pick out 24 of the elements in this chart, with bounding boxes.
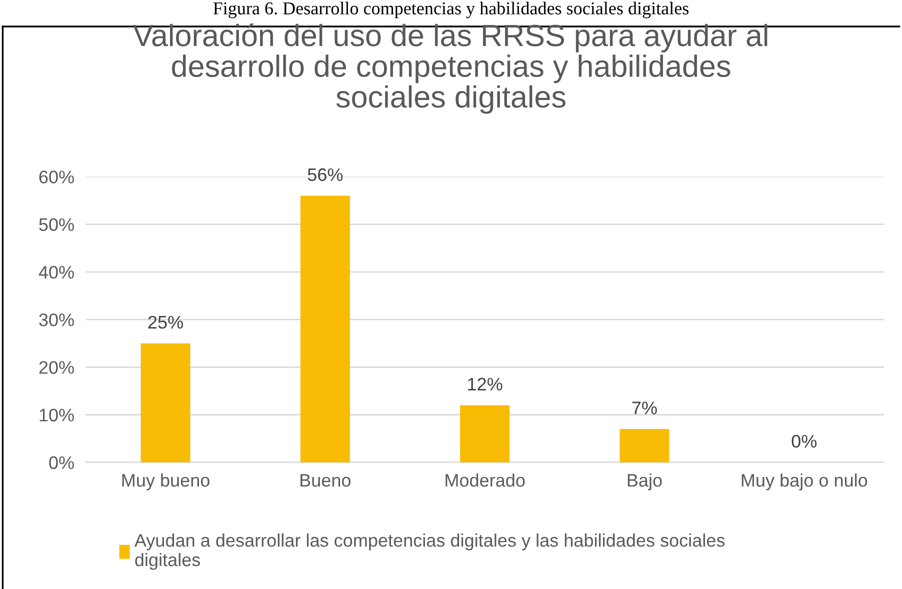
data-label: 25% xyxy=(148,316,183,329)
text: Figura 6. Desarrollo competencias y habilidades sociales digitales xyxy=(213,2,689,18)
y-tick-label: 50% xyxy=(39,218,74,232)
y-tick-label: 40% xyxy=(38,266,74,279)
x-tick-label: Bajo xyxy=(628,473,662,490)
bar xyxy=(300,196,350,462)
x-tick-label: Muy bueno xyxy=(122,473,210,490)
bar xyxy=(140,343,190,462)
data-label: 12% xyxy=(468,378,502,390)
y-tick-label: 60% xyxy=(39,170,74,184)
y-tick-label: 30% xyxy=(39,313,74,326)
data-label: 7% xyxy=(632,402,657,414)
data-label: 56% xyxy=(308,168,343,182)
x-tick-label: Muy bajo o nulo xyxy=(742,473,868,490)
x-tick-label: Bueno xyxy=(300,474,351,487)
y-tick-label: 10% xyxy=(40,408,74,422)
y-tick-label: 20% xyxy=(39,361,74,374)
chart-title: Valoración del uso de las RRSS para ayudar al desarrollo de competencias y habilidades sociales digitales xyxy=(132,24,768,114)
bar xyxy=(620,429,670,462)
x-tick-label: Moderado xyxy=(446,473,525,487)
bar xyxy=(460,405,510,462)
y-tick-label: 0% xyxy=(49,456,74,470)
data-label: 0% xyxy=(792,434,817,448)
legend-label: Ayudan a desarrollar las competencias digitales y las habilidades sociales digitales xyxy=(134,534,725,570)
